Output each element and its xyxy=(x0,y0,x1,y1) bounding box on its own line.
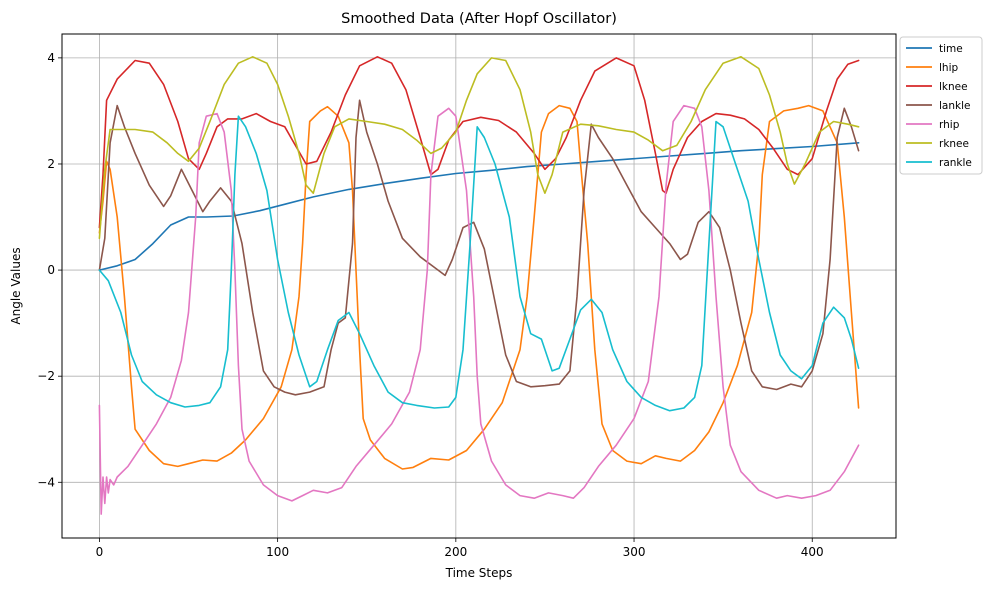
chart-title: Smoothed Data (After Hopf Oscillator) xyxy=(341,11,617,27)
x-tick-label: 300 xyxy=(623,545,646,559)
x-tick-label: 0 xyxy=(96,545,104,559)
y-tick-label: −2 xyxy=(37,369,55,383)
x-axis-label: Time Steps xyxy=(445,566,513,580)
x-tick-label: 100 xyxy=(266,545,289,559)
y-tick-label: −4 xyxy=(37,475,55,489)
legend-box xyxy=(899,36,983,175)
series-line-lknee xyxy=(98,56,860,229)
x-tick-label: 200 xyxy=(444,545,467,559)
legend-label-rknee: rknee xyxy=(939,138,969,150)
x-tick-label: 400 xyxy=(801,545,824,559)
series-lines xyxy=(98,56,860,515)
y-tick-label: 0 xyxy=(47,263,55,277)
legend-label-lhip: lhip xyxy=(939,62,958,74)
y-tick-label: 2 xyxy=(47,157,55,171)
plot-frame xyxy=(61,33,897,539)
legend-label-time: time xyxy=(939,43,963,55)
series-line-lankle xyxy=(98,99,860,396)
legend-label-rhip: rhip xyxy=(939,119,960,131)
legend: time lhip lknee lankle rhip rknee rankle xyxy=(899,36,983,175)
series-line-rankle xyxy=(98,115,860,412)
legend-label-lankle: lankle xyxy=(939,100,970,112)
series-line-time xyxy=(98,142,860,271)
series-line-rhip xyxy=(98,104,860,515)
series-line-lhip xyxy=(98,104,860,470)
axis-ticks: 0 100 200 300 400 −4 −2 0 2 4 xyxy=(37,51,823,559)
grid-lines xyxy=(62,34,896,538)
legend-label-rankle: rankle xyxy=(939,157,972,169)
y-tick-label: 4 xyxy=(47,51,55,65)
legend-label-lknee: lknee xyxy=(939,81,968,93)
series-line-rknee xyxy=(98,56,860,240)
y-axis-label: Angle Values xyxy=(9,247,23,324)
